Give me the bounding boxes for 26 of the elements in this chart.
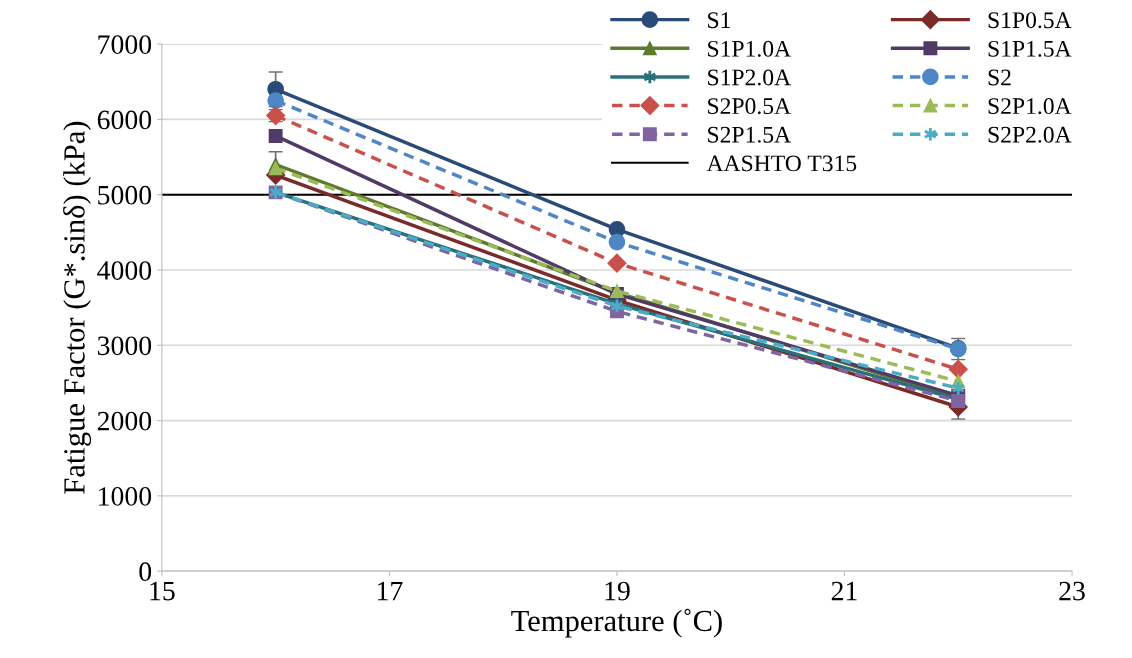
legend-label: S2P2.0A <box>988 126 1072 143</box>
y-tick-label: 6000 <box>97 110 152 130</box>
y-axis-title: Fatigue Factor (G*.sinδ) (kPa) <box>63 121 92 494</box>
legend-label: S2P0.5A <box>708 98 791 115</box>
legend-label: S1P0.5A <box>988 12 1072 29</box>
legend-label: S2P1.5A <box>708 126 791 143</box>
y-tick-label: 3000 <box>97 336 152 356</box>
legend-label: S1P1.0A <box>708 40 791 57</box>
legend-label: S2P1.0A <box>988 98 1072 115</box>
x-tick-label: 15 <box>150 581 175 601</box>
x-tick-label: 21 <box>831 581 857 601</box>
legend-label: S1P2.0A <box>708 69 791 86</box>
legend-label: AASHTO T315 <box>706 155 857 172</box>
y-tick-label: 5000 <box>98 185 152 205</box>
x-tick-label: 23 <box>1059 581 1085 601</box>
y-tick-label: 4000 <box>97 261 152 280</box>
legend-label: S2 <box>988 69 1011 86</box>
x-tick-label: 17 <box>377 581 403 601</box>
y-tick-label: 0 <box>139 562 152 582</box>
y-tick-label: 1000 <box>99 487 152 506</box>
legend-label: S1P1.5A <box>988 40 1072 57</box>
y-tick-label: 2000 <box>97 411 152 431</box>
x-axis-title: Temperature (˚C) <box>511 608 722 638</box>
x-tick-label: 19 <box>605 581 630 601</box>
legend-label: S1 <box>708 12 731 29</box>
y-tick-label: 7000 <box>98 35 152 54</box>
